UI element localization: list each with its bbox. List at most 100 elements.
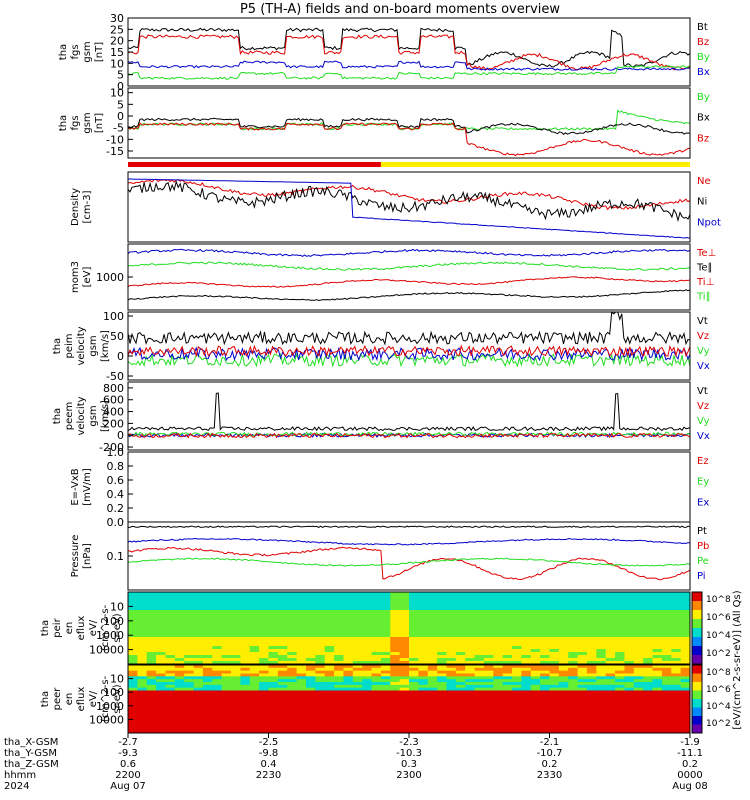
spectrogram-cell — [334, 658, 344, 662]
spectrogram-cell — [615, 704, 625, 708]
spectrogram-cell — [174, 682, 185, 686]
spectrogram-cell — [661, 687, 672, 691]
spectrogram-cell — [174, 687, 185, 691]
spectrogram-cell — [249, 661, 260, 665]
spectrogram-cell — [137, 598, 148, 602]
spectrogram-cell — [165, 643, 176, 647]
spectrogram-cell — [427, 665, 438, 669]
spectrogram-cell — [202, 592, 213, 596]
spectrogram-cell — [577, 704, 588, 708]
spectrogram-cell — [352, 682, 363, 686]
spectrogram-cell — [259, 684, 269, 689]
spectrogram-cell — [202, 631, 213, 635]
spectrogram-cell — [362, 701, 373, 706]
spectrogram-cell — [530, 718, 541, 723]
spectrogram-cell — [343, 704, 354, 708]
y-tick-label: 1000 — [96, 629, 124, 642]
spectrogram-cell — [652, 684, 663, 689]
spectrogram-cell — [240, 598, 251, 602]
spectrogram-cell — [371, 652, 382, 656]
spectrogram-cell — [399, 687, 410, 691]
spectrogram-cell — [268, 607, 279, 611]
spectrogram-cell — [380, 649, 391, 653]
spectrogram-cell — [483, 631, 494, 635]
x-row-label: 2024 — [4, 781, 29, 792]
spectrogram-cell — [305, 604, 316, 608]
spectrogram-cell — [390, 707, 401, 711]
spectrogram-cell — [427, 684, 438, 689]
spectrogram-cell — [521, 634, 532, 638]
spectrogram-cell — [174, 607, 185, 611]
spectrogram-cell — [249, 625, 260, 629]
spectrogram-cell — [259, 661, 269, 665]
spectrogram-cell — [652, 640, 663, 644]
spectrogram-cell — [202, 634, 213, 638]
spectrogram-cell — [259, 649, 269, 653]
y-tick-label: 10 — [110, 87, 124, 100]
spectrogram-cell — [661, 701, 672, 706]
spectrogram-cell — [502, 640, 513, 644]
spectrogram-cell — [540, 610, 550, 614]
spectrogram-cell — [343, 601, 354, 605]
spectrogram-cell — [212, 658, 223, 662]
spectrogram-cell — [671, 595, 682, 599]
spectrogram-cell — [193, 640, 204, 644]
spectrogram-cell — [530, 667, 541, 672]
spectrogram-cell — [193, 721, 204, 725]
legend-entry: By — [697, 92, 710, 103]
spectrogram-cell — [202, 625, 213, 629]
spectrogram-cell — [409, 661, 419, 665]
spectrogram-cell — [221, 655, 232, 659]
spectrogram-cell — [231, 713, 241, 717]
spectrogram-cell — [193, 710, 204, 714]
y-tick-label: 5 — [117, 69, 124, 82]
x-tick-label: 2230 — [256, 770, 281, 781]
spectrogram-cell — [165, 704, 176, 708]
spectrogram-cell — [605, 610, 616, 614]
spectrogram-cell — [231, 665, 241, 669]
spectrogram-cell — [324, 616, 335, 620]
spectrogram-cell — [633, 687, 644, 691]
spectrogram-cell — [512, 592, 522, 596]
spectrogram-cell — [352, 670, 363, 674]
spectrogram-cell — [221, 687, 232, 691]
spectrogram-cell — [437, 687, 447, 691]
colorbar-band — [692, 637, 702, 647]
spectrogram-cell — [624, 655, 635, 659]
spectrogram-cell — [165, 665, 176, 669]
series-Vy — [127, 344, 691, 358]
spectrogram-cell — [418, 676, 429, 680]
spectrogram-cell — [390, 655, 401, 659]
spectrogram-cell — [146, 595, 157, 599]
y-tick-label: 400 — [103, 406, 124, 419]
spectrogram-cell — [465, 598, 476, 602]
colorbar-band — [692, 724, 702, 734]
spectrogram-cell — [605, 696, 616, 700]
spectrogram-cell — [174, 721, 185, 725]
spectrogram-cell — [137, 673, 148, 677]
spectrogram-cell — [146, 655, 157, 659]
spectrogram-cell — [371, 598, 382, 602]
spectrogram-cell — [334, 673, 344, 677]
spectrogram-cell — [259, 687, 269, 691]
spectrogram-cell — [399, 682, 410, 686]
spectrogram-cell — [334, 687, 344, 691]
spectrogram-cell — [427, 595, 438, 599]
spectrogram-cell — [146, 693, 157, 697]
spectrogram-cell — [521, 640, 532, 644]
spectrogram-cell — [512, 727, 522, 731]
spectrogram-cell — [174, 649, 185, 653]
y-axis-label: tha — [52, 338, 63, 354]
spectrogram-cell — [680, 601, 691, 605]
spectrogram-cell — [540, 607, 550, 611]
spectrogram-cell — [530, 634, 541, 638]
spectrogram-cell — [577, 679, 588, 683]
colorbar-band — [692, 716, 702, 725]
spectrogram-cell — [334, 710, 344, 714]
x-tick-label: -10.3 — [396, 748, 422, 759]
spectrogram-cell — [146, 718, 157, 723]
y-tick-label: 100 — [103, 615, 124, 628]
spectrogram-cell — [427, 658, 438, 662]
x-tick-label: Aug 08 — [672, 781, 707, 792]
